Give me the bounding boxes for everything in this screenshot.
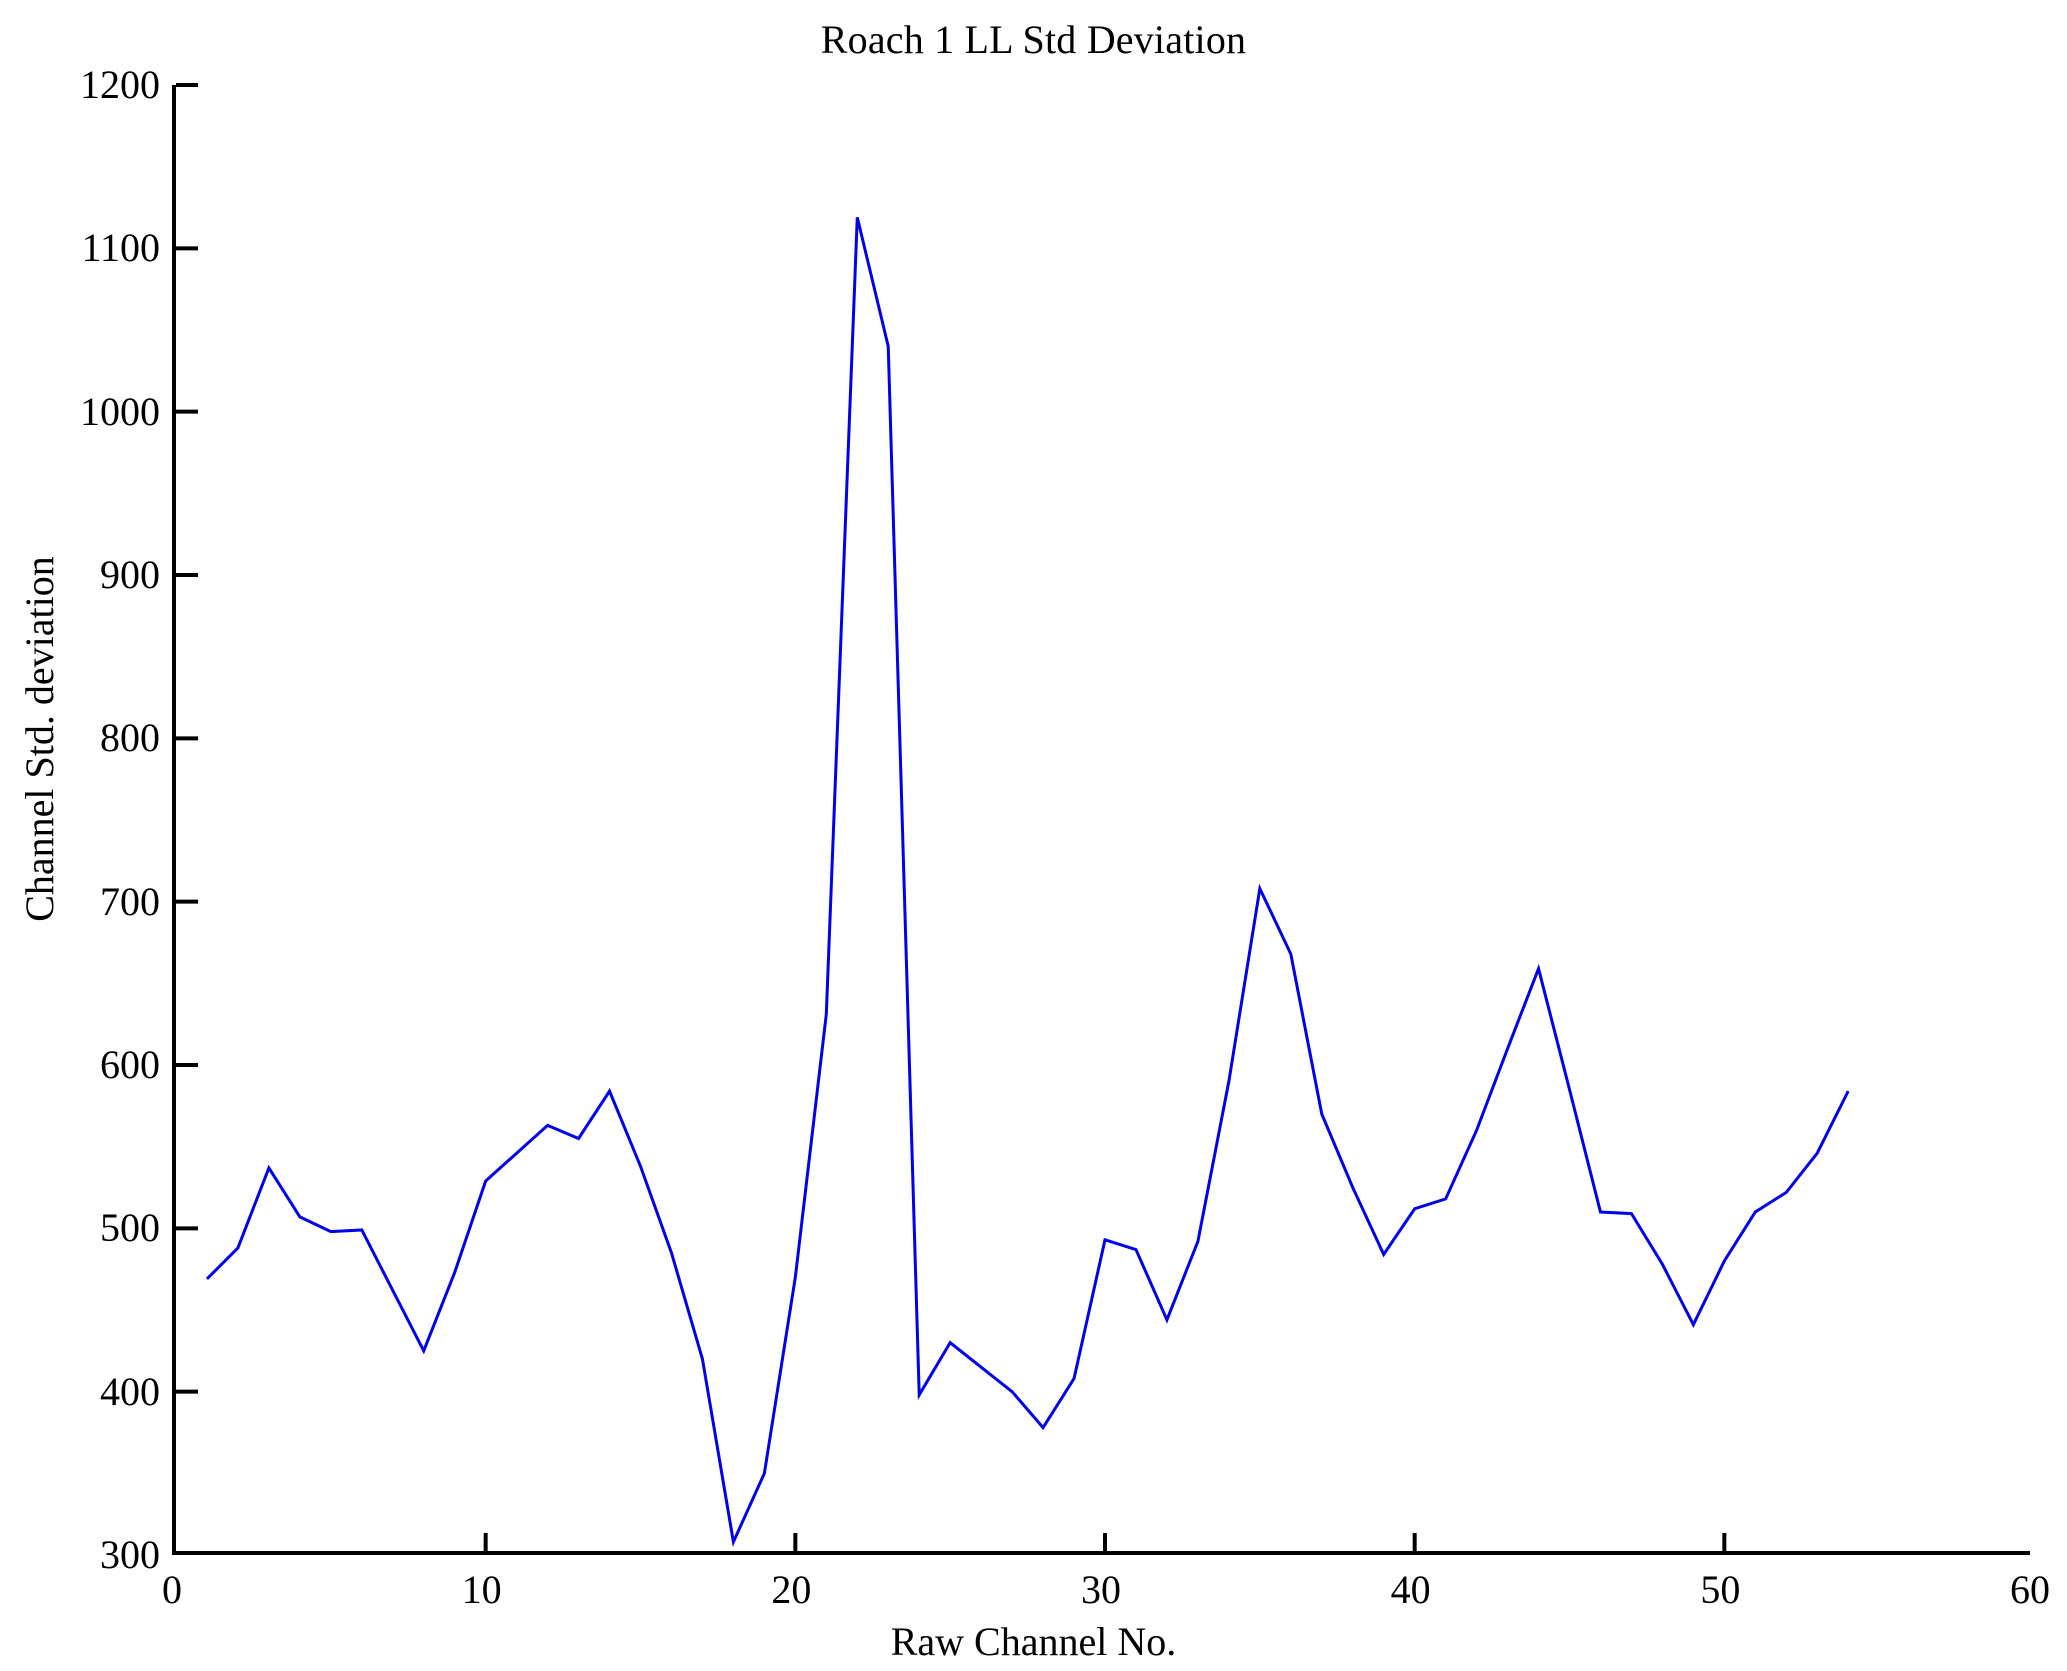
x-axis-tick-label: 0 — [162, 1567, 182, 1612]
y-axis-tick-label: 400 — [100, 1368, 160, 1414]
x-axis-tick-label: 30 — [1081, 1567, 1121, 1612]
y-axis-tick-label: 900 — [100, 552, 160, 597]
x-axis-tick-marks — [483, 1533, 1727, 1555]
y-axis-label-wrapper: Channel Std. deviation — [15, 389, 65, 1089]
x-axis-tick-label: 40 — [1390, 1567, 1431, 1612]
y-axis-tick-labels: 300 400 500 600 700 800 900 1000 1100 1200 — [0, 0, 160, 1671]
y-axis-tick-marks — [176, 83, 198, 1394]
chart-title: Roach 1 LL Std Deviation — [820, 17, 1247, 62]
y-axis-tick-label: 600 — [100, 1042, 160, 1087]
x-axis-label: Raw Channel No. — [890, 1619, 1177, 1664]
y-axis-tick-label: 800 — [100, 715, 160, 761]
plot-svg — [176, 83, 1850, 1555]
x-axis-tick-label: 60 — [2010, 1567, 2050, 1612]
y-axis-tick-label: 1200 — [80, 62, 160, 107]
x-axis-tick-labels: 0 10 20 30 40 50 60 — [0, 1570, 2067, 1630]
y-axis-tick-label: 700 — [100, 878, 160, 924]
plot-area — [172, 83, 2030, 1555]
y-axis-tick-label: 1100 — [81, 225, 160, 271]
y-axis-tick-label: 1000 — [80, 388, 160, 434]
y-axis-tick-label: 500 — [100, 1205, 160, 1251]
x-axis-tick-label: 20 — [771, 1567, 812, 1612]
y-axis-label: Channel Std. deviation — [17, 556, 62, 922]
x-axis-tick-label: 50 — [1700, 1567, 1741, 1612]
x-axis-tick-label: 10 — [461, 1567, 502, 1612]
data-series-line — [205, 216, 1850, 1548]
y-axis-tick-label: 300 — [100, 1532, 160, 1577]
